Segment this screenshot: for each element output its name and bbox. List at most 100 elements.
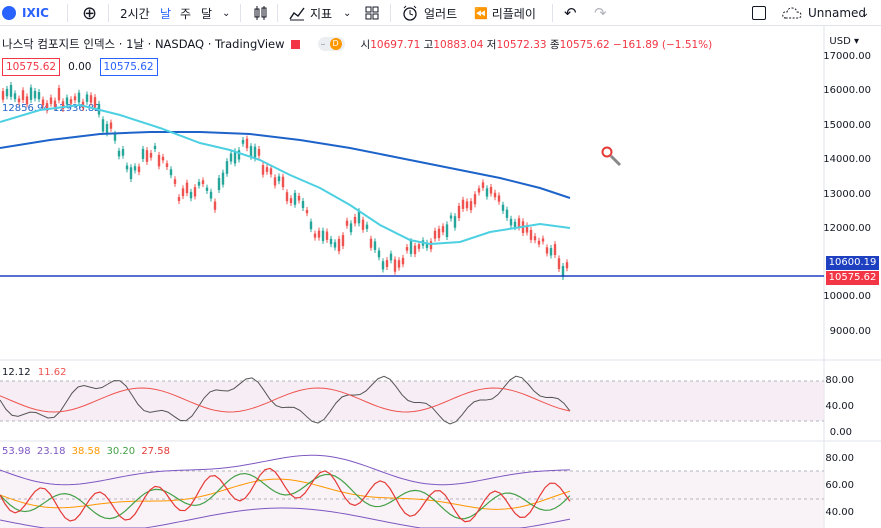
currency-text: USD: [829, 36, 851, 47]
candle-body: [305, 209, 309, 214]
interval-button[interactable]: 2시간: [120, 0, 150, 26]
magnifier-cursor-icon: [601, 146, 613, 158]
candle-body: [501, 204, 505, 211]
candle-body: [321, 230, 325, 241]
rsi-signal-value: 11.62: [37, 367, 67, 378]
candlestick-icon: [254, 6, 267, 20]
candle-body: [513, 221, 517, 228]
close-value: 10575.62: [559, 38, 610, 51]
symbol-label: IXIC: [22, 6, 49, 20]
oscillator-band: [0, 471, 824, 528]
price-tick: 16000.00: [823, 85, 871, 96]
candle-body: [85, 94, 89, 102]
candle-body: [389, 253, 393, 261]
candle-body: [189, 191, 193, 199]
layout-button[interactable]: Unnamed: [782, 0, 866, 26]
candle-body: [533, 236, 537, 241]
indicators-button[interactable]: 지표: [289, 0, 332, 26]
market-status-pill[interactable]: – D: [317, 37, 345, 51]
candle-body: [349, 223, 353, 233]
candle-body: [193, 187, 197, 197]
fullscreen-button[interactable]: [752, 0, 766, 26]
spread-value: 0.00: [68, 61, 92, 73]
candle-body: [417, 244, 421, 249]
candle-body: [353, 216, 357, 224]
replay-button[interactable]: ⏪ 리플레이: [474, 0, 536, 26]
currency-label[interactable]: USD ▾: [829, 36, 859, 47]
last-price-tag: 10575.62: [826, 271, 879, 285]
open-label: 시: [360, 38, 371, 51]
candle-body: [537, 240, 541, 245]
candle-body: [377, 250, 381, 258]
oscillator-green-line: [0, 472, 571, 520]
candle-body: [205, 187, 209, 191]
candle-body: [393, 259, 397, 272]
flag-icon[interactable]: [290, 39, 300, 49]
candle-body: [517, 218, 521, 228]
candle-body: [521, 221, 525, 233]
candle-body: [437, 228, 441, 238]
alert-button[interactable]: 얼러트: [402, 0, 457, 26]
candle-body: [109, 122, 113, 129]
candle-body: [197, 181, 201, 186]
interval-chevron-down-icon[interactable]: ⌄: [222, 7, 231, 19]
candle-body: [493, 192, 497, 198]
candle-body: [345, 220, 349, 226]
buy-price-button[interactable]: 10575.62: [99, 58, 158, 76]
candle-body: [561, 266, 565, 278]
chart-title: 나스닥 컴포지트 인덱스 · 1날 · NASDAQ · TradingView: [2, 37, 285, 51]
symbol-button[interactable]: IXIC: [2, 0, 49, 26]
candle-body: [121, 149, 125, 156]
candle-body: [449, 215, 453, 219]
rsi-tick: 40.00: [825, 401, 854, 412]
price-tick: 13000.00: [823, 189, 871, 200]
sell-price-button[interactable]: 10575.62: [2, 58, 61, 76]
price-tick: 10000.00: [823, 291, 871, 302]
layout-name-label: Unnamed: [808, 6, 867, 20]
candle-body: [361, 219, 365, 230]
candle-body: [33, 90, 37, 99]
oscillator-red-line: [0, 467, 571, 523]
candle-body: [141, 148, 145, 159]
high-label: 고: [423, 38, 434, 51]
candle-body: [281, 176, 285, 188]
candle-body: [201, 180, 205, 185]
indicators-chevron-down-icon[interactable]: ⌄: [343, 7, 352, 19]
rsi-legend: 12.12 11.62: [2, 367, 66, 378]
candle-body: [313, 233, 317, 238]
price-tick: 15000.00: [823, 120, 871, 131]
long-moving-average-line: [0, 131, 571, 199]
alert-label: 얼러트: [424, 6, 458, 21]
low-label: 저: [486, 38, 497, 51]
rsi-band: [0, 381, 824, 421]
candle-body: [21, 90, 25, 100]
candle-body: [453, 216, 457, 228]
candle-body: [149, 152, 153, 158]
osc-value-a: 53.98: [2, 446, 31, 457]
templates-button[interactable]: [365, 0, 379, 26]
interval-day-button[interactable]: 날: [160, 0, 171, 26]
candle-body: [565, 262, 569, 269]
candle-style-button[interactable]: [252, 0, 268, 26]
candle-body: [253, 146, 257, 159]
candle-body: [245, 138, 249, 149]
candle-body: [125, 165, 129, 170]
layout-chevron-down-icon[interactable]: ⌄: [861, 7, 870, 19]
candle-body: [469, 201, 473, 211]
undo-icon[interactable]: ↶: [564, 4, 577, 22]
candle-body: [293, 192, 297, 205]
redo-icon[interactable]: ↷: [594, 4, 607, 22]
interval-month-button[interactable]: 달: [201, 0, 212, 26]
candle-body: [37, 92, 41, 100]
indicators-icon: [289, 7, 305, 21]
candle-body: [549, 248, 553, 256]
change-value: −161.89 (−1.51%): [613, 38, 713, 51]
rsi-tick: 0.00: [829, 427, 852, 438]
candle-body: [273, 177, 277, 186]
compare-add-icon[interactable]: ⊕: [82, 2, 98, 24]
interval-week-button[interactable]: 주: [180, 0, 191, 26]
candle-body: [133, 166, 137, 171]
divider: [240, 4, 241, 22]
candle-body: [233, 151, 237, 164]
high-value: 10883.04: [433, 38, 484, 51]
